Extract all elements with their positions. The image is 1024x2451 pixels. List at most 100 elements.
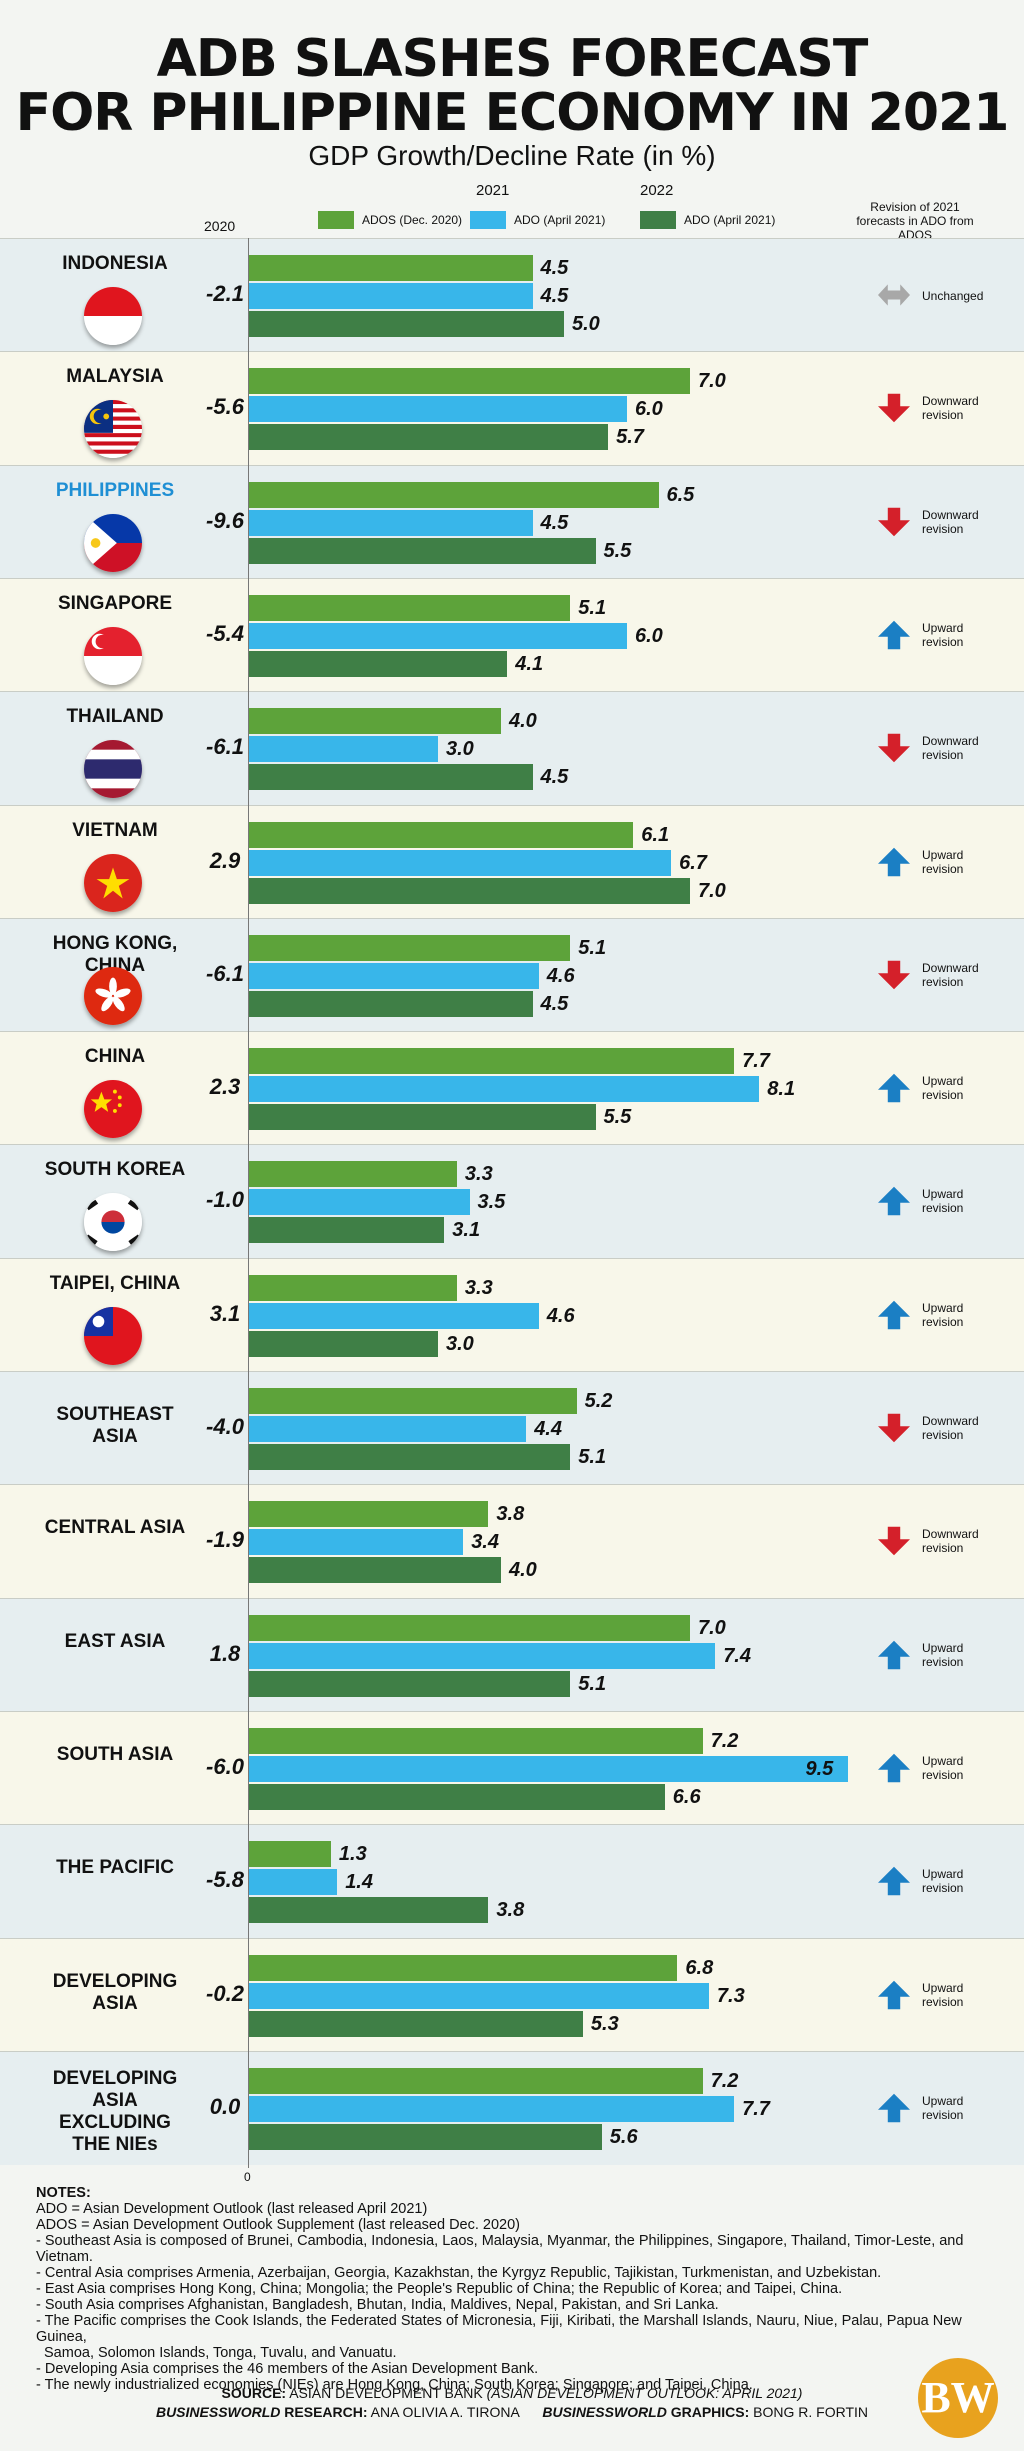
graphics-word: GRAPHICS: [670, 2404, 750, 2420]
bar-ados-2021 [249, 1274, 457, 1301]
revision-text: Upward revision [922, 1074, 964, 1103]
bar-value-label: 6.5 [666, 483, 695, 506]
bar-value-label: 3.4 [471, 1531, 499, 1554]
bar-ado-2022 [249, 2123, 602, 2150]
notes-line: - South Asia comprises Afghanistan, Bang… [36, 2297, 719, 2313]
value-2020: 3.1 [209, 1300, 241, 1326]
bar-value-label: 5.1 [578, 1672, 607, 1695]
revision-text: Upward revision [922, 1300, 964, 1329]
bar-ado-2021 [249, 1189, 470, 1216]
bar-value-label: 4.6 [546, 1304, 575, 1327]
bar-value-label: 5.7 [616, 426, 644, 449]
credits-line: BUSINESSWORLD RESEARCH: ANA OLIVIA A. TI… [0, 2404, 1024, 2420]
bar-value-label: 6.1 [641, 823, 670, 846]
bar-value-label: 6.8 [685, 1956, 714, 1979]
legend-label-ado-2021: ADO (April 2021) [514, 213, 606, 227]
row-name: SOUTH ASIA [56, 1743, 174, 1765]
notes-line: - Central Asia comprises Armenia, Azerba… [36, 2265, 882, 2281]
notes-line: - Southeast Asia is composed of Brunei, … [36, 2233, 964, 2265]
bar-ado-2021 [249, 1529, 464, 1556]
revision-text: Upward revision [922, 620, 964, 649]
value-2020: -6.1 [206, 960, 244, 986]
flag-thailand-icon [84, 740, 142, 799]
chart-row: SOUTH ASIA -6.0 7.2 9.5 6.6 Upward revision [0, 1710, 1024, 1826]
bar-value-label: 3.1 [452, 1219, 481, 1242]
bar-ado-2021 [249, 2095, 735, 2122]
value-2020: -4.0 [206, 1414, 244, 1439]
bar-ado-2021 [249, 1416, 527, 1442]
legend-swatch-ado-2021 [470, 211, 506, 229]
row-name: TAIPEI, CHINA [49, 1272, 181, 1294]
value-2020: -5.6 [206, 394, 244, 420]
legend-label-ado-2022: ADO (April 2021) [684, 213, 776, 227]
revision-text: Downward revision [922, 394, 979, 423]
bar-value-label: 6.0 [635, 398, 663, 421]
research-word: RESEARCH: [284, 2404, 368, 2420]
bar-ado-2021 [249, 283, 533, 309]
header-2021: 2021 [476, 182, 510, 199]
businessworld-logo: BW [918, 2358, 998, 2438]
bar-value-label: 3.8 [496, 1899, 525, 1922]
bar-value-label: 5.5 [603, 539, 632, 562]
bar-ado-2022 [249, 764, 533, 791]
chart-row: SINGAPORE -5.4 5.1 6.0 4.1 Upward revision [0, 577, 1024, 693]
bar-value-label: 3.3 [464, 1276, 493, 1299]
row-name: THE PACIFIC [56, 1857, 174, 1879]
chart-row: TAIPEI, CHINA 3.1 3.3 4.6 3.0 Upward revision [0, 1257, 1024, 1372]
notes-line: - Developing Asia comprises the 46 membe… [36, 2361, 539, 2377]
bar-value-label: 7.4 [723, 1644, 751, 1667]
value-2020: 2.3 [209, 1074, 241, 1100]
bar-ados-2021 [249, 1841, 331, 1868]
chart-row: MALAYSIA -5.6 7.0 6.0 5.7 Downward revision [0, 351, 1024, 466]
bar-ado-2022 [249, 537, 596, 564]
revision-text: Downward revision [922, 734, 979, 763]
bar-value-label: 4.5 [540, 511, 569, 534]
notes-line: NOTES: [36, 2185, 91, 2201]
flag-singapore-icon [84, 626, 142, 685]
bar-ados-2021 [249, 1727, 703, 1754]
bar-value-label: 5.5 [603, 1106, 632, 1129]
value-2020: 0.0 [209, 2093, 241, 2119]
bar-ado-2021 [249, 509, 533, 536]
notes-line: - East Asia comprises Hong Kong, China; … [36, 2281, 843, 2297]
bar-ado-2022 [249, 1217, 445, 1244]
bar-value-label: 4.5 [540, 285, 569, 307]
revision-text: Unchanged [922, 289, 984, 303]
chart-row: THE PACIFIC -5.8 1.3 1.4 3.8 Upward revision [0, 1824, 1024, 1939]
bar-value-label: 4.1 [515, 652, 544, 675]
source-line: SOURCE: ASIAN DEVELOPMENT BANK (ASIAN DE… [0, 2385, 1024, 2401]
bar-ado-2022 [249, 1557, 501, 1584]
row-name: MALAYSIA [66, 366, 164, 388]
bar-value-label: 4.5 [540, 257, 569, 279]
arrow-up-icon [876, 2092, 916, 2128]
bar-ados-2021 [249, 821, 634, 848]
bar-value-label: 9.5 [805, 1757, 834, 1780]
row-name: CHINA [84, 1046, 146, 1068]
source-italic: (ASIAN DEVELOPMENT OUTLOOK: APRIL 2021) [486, 2385, 803, 2401]
bar-value-label: 7.2 [710, 2069, 739, 2092]
legend-label-ados: ADOS (Dec. 2020) [362, 213, 463, 227]
value-2020: -1.0 [206, 1187, 244, 1213]
source-label: SOURCE: [221, 2385, 287, 2401]
row-name: CENTRAL ASIA [44, 1517, 186, 1539]
bar-ado-2021 [249, 1076, 760, 1103]
value-2020: -9.6 [206, 507, 244, 533]
bar-ado-2022 [249, 1897, 489, 1924]
value-2020: -2.1 [206, 281, 244, 306]
bar-ado-2021 [249, 1642, 716, 1669]
graphics-brand: BUSINESSWORLD [542, 2404, 667, 2420]
arrow-down-icon [876, 959, 916, 995]
bar-ados-2021 [249, 255, 533, 281]
chart-row: INDONESIA -2.1 4.5 4.5 5.0 Unchanged [0, 238, 1024, 353]
revision-text: Upward revision [922, 2093, 964, 2122]
bar-ado-2021 [249, 1869, 338, 1896]
bar-ados-2021 [249, 708, 501, 735]
bar-value-label: 7.0 [698, 370, 726, 393]
bar-ados-2021 [249, 1161, 457, 1188]
legend-ados: ADOS (Dec. 2020) [318, 211, 462, 229]
chart-row: THAILAND -6.1 4.0 3.0 4.5 Downward revision [0, 691, 1024, 806]
revision-text: Downward revision [922, 507, 979, 536]
bar-value-label: 5.1 [578, 596, 607, 619]
legend-ado-2021: ADO (April 2021) [470, 211, 605, 229]
axis-zero-label: 0 [244, 2170, 251, 2184]
